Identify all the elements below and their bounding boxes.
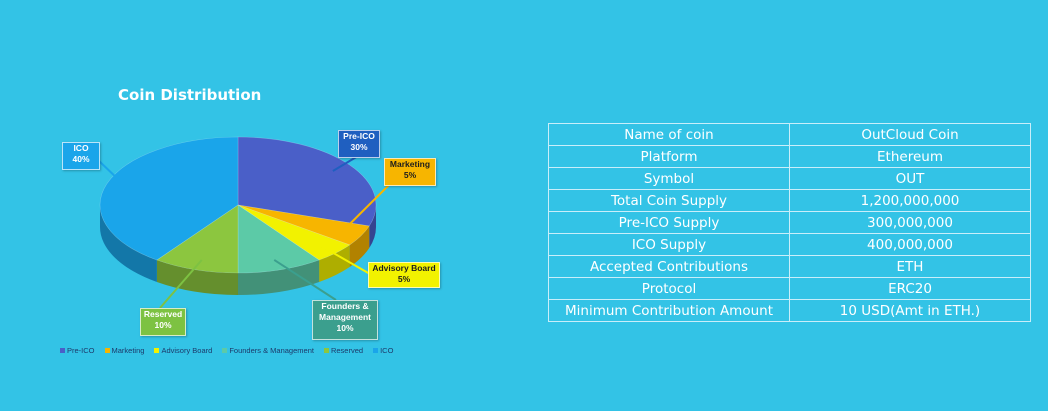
chart-title: Coin Distribution <box>118 86 262 104</box>
callout-reserved-label: Reserved <box>143 309 183 319</box>
table-cell-label: Total Coin Supply <box>548 189 790 212</box>
table-cell-value: OUT <box>789 167 1031 190</box>
legend-label: Founders & Management <box>229 346 314 355</box>
callout-marketing: Marketing 5% <box>384 158 436 186</box>
table-cell-label: Platform <box>548 145 790 168</box>
chart-legend: Pre-ICO Marketing Advisory Board Founder… <box>60 346 393 355</box>
pie-side-advisory-board <box>319 244 350 283</box>
callout-ico: ICO 40% <box>62 142 100 170</box>
table-row: Platform Ethereum <box>548 145 1031 168</box>
table-cell-value: 400,000,000 <box>789 233 1031 256</box>
callout-founders-management-label: Founders & Management <box>319 301 371 322</box>
table-cell-value: OutCloud Coin <box>789 123 1031 146</box>
pie-slice-ico <box>99 136 239 261</box>
callout-reserved: Reserved 10% <box>140 308 186 336</box>
legend-swatch <box>154 348 160 353</box>
table-row: Minimum Contribution Amount 10 USD(Amt in… <box>548 299 1031 322</box>
table-cell-value: Ethereum <box>789 145 1031 168</box>
pie-side-founders-management <box>238 260 320 295</box>
legend-swatch <box>60 348 65 353</box>
table-cell-label: Accepted Contributions <box>548 255 790 278</box>
callout-advisory-board-label: Advisory Board <box>372 263 436 273</box>
callout-marketing-pct: 5% <box>403 170 417 180</box>
pie-side-ico <box>100 205 157 283</box>
legend-item-ico: ICO <box>373 346 393 355</box>
pie-side-reserved <box>156 260 238 295</box>
table-cell-value: 10 USD(Amt in ETH.) <box>789 299 1031 322</box>
pie-slice-marketing <box>237 204 370 246</box>
callout-leader-line <box>159 259 203 309</box>
coin-distribution-chart: Coin Distribution Pre-ICO 30% Marketing … <box>40 70 480 370</box>
legend-item-reserved: Reserved <box>323 346 364 355</box>
legend-item-founders-management: Founders & Management <box>222 346 314 355</box>
legend-item-marketing: Marketing <box>104 346 145 355</box>
legend-label: ICO <box>380 346 394 355</box>
pie-slice-reserved <box>156 204 239 274</box>
callout-leader-line <box>332 155 359 172</box>
pie-slice-pre-ico <box>237 136 377 227</box>
callout-advisory-board: Advisory Board 5% <box>368 262 440 288</box>
table-cell-label: Protocol <box>548 277 790 300</box>
table-cell-value: ERC20 <box>789 277 1031 300</box>
legend-label: Advisory Board <box>161 346 213 355</box>
pie-side-marketing <box>349 226 370 267</box>
callout-pre-ico-pct: 30% <box>350 142 368 152</box>
pie-slice-founders-management <box>237 204 320 274</box>
table-row: Accepted Contributions ETH <box>548 255 1031 278</box>
pie-chart-svg <box>97 136 391 309</box>
table-cell-value: ETH <box>789 255 1031 278</box>
legend-label: Marketing <box>111 346 145 355</box>
pie-side-pre-ico <box>369 205 376 249</box>
callout-founders-management-pct: 10% <box>336 323 354 333</box>
legend-label: Reserved <box>330 346 364 355</box>
table-row: Total Coin Supply 1,200,000,000 <box>548 189 1031 212</box>
table-cell-label: ICO Supply <box>548 233 790 256</box>
legend-label: Pre-ICO <box>67 346 95 355</box>
callout-pre-ico: Pre-ICO 30% <box>338 130 380 158</box>
callout-advisory-board-pct: 5% <box>397 274 411 284</box>
callout-leader-line <box>273 259 337 301</box>
table-cell-label: Name of coin <box>548 123 790 146</box>
table-row: Symbol OUT <box>548 167 1031 190</box>
table-row: Pre-ICO Supply 300,000,000 <box>548 211 1031 234</box>
table-row: ICO Supply 400,000,000 <box>548 233 1031 256</box>
legend-swatch <box>222 348 228 353</box>
legend-swatch <box>104 348 110 353</box>
legend-swatch <box>323 348 329 353</box>
callout-ico-label: ICO <box>73 143 89 153</box>
table-cell-value: 300,000,000 <box>789 211 1031 234</box>
legend-item-pre-ico: Pre-ICO <box>60 346 95 355</box>
table-cell-value: 1,200,000,000 <box>789 189 1031 212</box>
table-row: Protocol ERC20 <box>548 277 1031 300</box>
legend-swatch <box>373 348 379 353</box>
callout-leader-line <box>97 159 128 188</box>
table-cell-label: Pre-ICO Supply <box>548 211 790 234</box>
table-cell-label: Symbol <box>548 167 790 190</box>
table-cell-label: Minimum Contribution Amount <box>548 299 790 322</box>
callout-founders-management: Founders & Management 10% <box>312 300 378 340</box>
legend-item-advisory-board: Advisory Board <box>154 346 212 355</box>
table-row: Name of coin OutCloud Coin <box>548 123 1031 146</box>
callout-reserved-pct: 10% <box>154 320 172 330</box>
callout-leader-line <box>341 183 391 232</box>
callout-leader-line <box>320 245 371 275</box>
callout-marketing-label: Marketing <box>389 159 431 169</box>
callout-pre-ico-label: Pre-ICO <box>343 131 375 141</box>
coin-info-table: Name of coin OutCloud Coin Platform Ethere… <box>548 123 1031 322</box>
callout-ico-pct: 40% <box>72 154 90 164</box>
